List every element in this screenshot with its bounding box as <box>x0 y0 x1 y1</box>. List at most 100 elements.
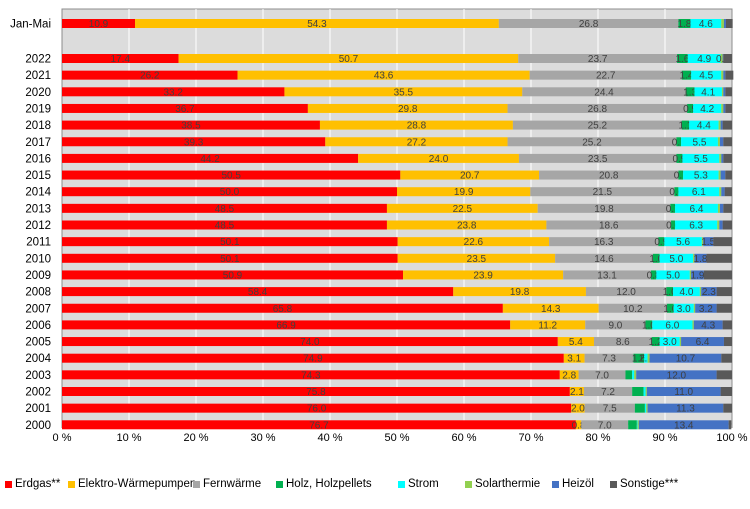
chart-legend: Erdgas** Elektro-Wärmepumpen Fernwärme Holz… <box>0 478 750 498</box>
bar-segment <box>703 270 732 280</box>
bar-segment <box>666 287 674 297</box>
data-label: 48.5 <box>215 221 235 232</box>
data-label: 0.7 <box>666 204 680 215</box>
data-label: 1.1 <box>678 121 692 132</box>
category-label: 2022 <box>25 54 51 66</box>
data-label: 50.0 <box>220 187 240 198</box>
data-label: 3.1 <box>567 354 581 365</box>
data-label: 1.0 <box>642 320 656 331</box>
bar-segment <box>721 70 724 80</box>
legend-swatch <box>276 480 283 488</box>
bar-segment <box>721 103 724 113</box>
bar-segment <box>678 170 684 180</box>
legend-swatch <box>193 480 200 488</box>
bar-segment <box>400 170 540 180</box>
data-label: 6.4 <box>696 337 710 348</box>
bar-segment <box>135 19 499 28</box>
bar-segment <box>546 220 672 230</box>
bar-segment <box>720 120 723 130</box>
bar-segment <box>723 137 732 147</box>
bar-segment <box>689 270 692 280</box>
bar-segment <box>62 187 397 197</box>
category-label: 2010 <box>25 253 51 265</box>
bar-segment <box>307 103 508 113</box>
data-label: 16.3 <box>594 237 614 248</box>
category-label: 2005 <box>25 337 51 349</box>
bar-segment <box>598 303 668 313</box>
bar-segment <box>62 220 387 230</box>
bar-segment <box>62 87 285 97</box>
data-label: 2.3 <box>702 287 716 298</box>
data-label: 5.5 <box>694 154 708 165</box>
bar-segment <box>721 187 725 197</box>
bar-segment <box>325 137 508 147</box>
data-label: 65.8 <box>273 304 293 315</box>
data-label: 5.5 <box>693 137 707 148</box>
bar-segment <box>679 337 682 347</box>
data-label: 66.9 <box>276 320 296 331</box>
data-label: 21.5 <box>593 187 613 198</box>
category-label: 2016 <box>25 153 51 165</box>
bar-segment <box>673 303 694 313</box>
data-label: 10.9 <box>89 19 109 30</box>
data-label: 74.3 <box>301 370 321 381</box>
data-label: 6.0 <box>665 320 679 331</box>
bar-segment <box>719 220 723 230</box>
category-label: 2014 <box>25 187 51 199</box>
bar-segment <box>636 420 638 430</box>
bar-segment <box>692 320 694 330</box>
data-label: 2.0 <box>571 404 585 415</box>
legend-label: Erdgas** <box>15 478 61 490</box>
bar-segment <box>237 70 530 80</box>
legend-item: Elektro-Wärmepumpen <box>68 478 196 490</box>
bar-segment <box>723 54 732 63</box>
bar-segment <box>723 19 726 28</box>
legend-item: Strom <box>398 478 439 490</box>
bar-segment <box>581 420 629 430</box>
bar-segment <box>571 403 585 413</box>
data-label: 7.2 <box>601 387 615 398</box>
data-label: 25.2 <box>582 137 602 148</box>
bar-segment <box>386 203 538 213</box>
data-label: 12.0 <box>616 287 636 298</box>
bar-segment <box>62 54 179 63</box>
bar-segment <box>722 120 732 130</box>
bar-segment <box>649 353 722 363</box>
data-label: 38.5 <box>181 121 201 132</box>
bar-segment <box>557 337 594 347</box>
bar-segment <box>650 270 657 280</box>
data-label: 23.9 <box>473 270 493 281</box>
bar-segment <box>713 237 732 247</box>
data-label: 1.5 <box>701 237 715 248</box>
bar-segment <box>722 54 724 63</box>
category-label: 2017 <box>25 137 51 149</box>
bar-segment <box>725 103 732 113</box>
legend-label: Solarthermie <box>475 478 541 490</box>
bar-segment <box>647 353 650 363</box>
bar-segment <box>585 287 667 297</box>
data-label: 1.8 <box>694 254 708 265</box>
data-label: 3.0 <box>677 304 691 315</box>
bar-segment <box>62 170 401 180</box>
data-label: 23.7 <box>588 54 608 65</box>
data-label: 6.1 <box>692 187 706 198</box>
data-label: 25.2 <box>588 121 608 132</box>
data-label: 4.4 <box>697 121 711 132</box>
bar-segment <box>549 237 659 247</box>
legend-swatch <box>5 480 12 488</box>
legend-label: Elektro-Wärmepumpen <box>78 478 197 490</box>
data-label: 26.8 <box>579 19 599 30</box>
data-label: 2.1 <box>570 387 584 398</box>
bar-segment <box>691 270 704 280</box>
bar-segment <box>518 54 678 63</box>
data-label: 14.6 <box>594 254 614 265</box>
bar-segment <box>633 353 645 363</box>
bar-segment <box>453 287 586 297</box>
data-label: 4.3 <box>701 320 715 331</box>
bar-segment <box>563 270 651 280</box>
data-label: 3.2 <box>699 304 713 315</box>
bar-segment <box>720 170 726 180</box>
bar-segment <box>722 220 732 230</box>
data-label: 7.5 <box>603 404 617 415</box>
